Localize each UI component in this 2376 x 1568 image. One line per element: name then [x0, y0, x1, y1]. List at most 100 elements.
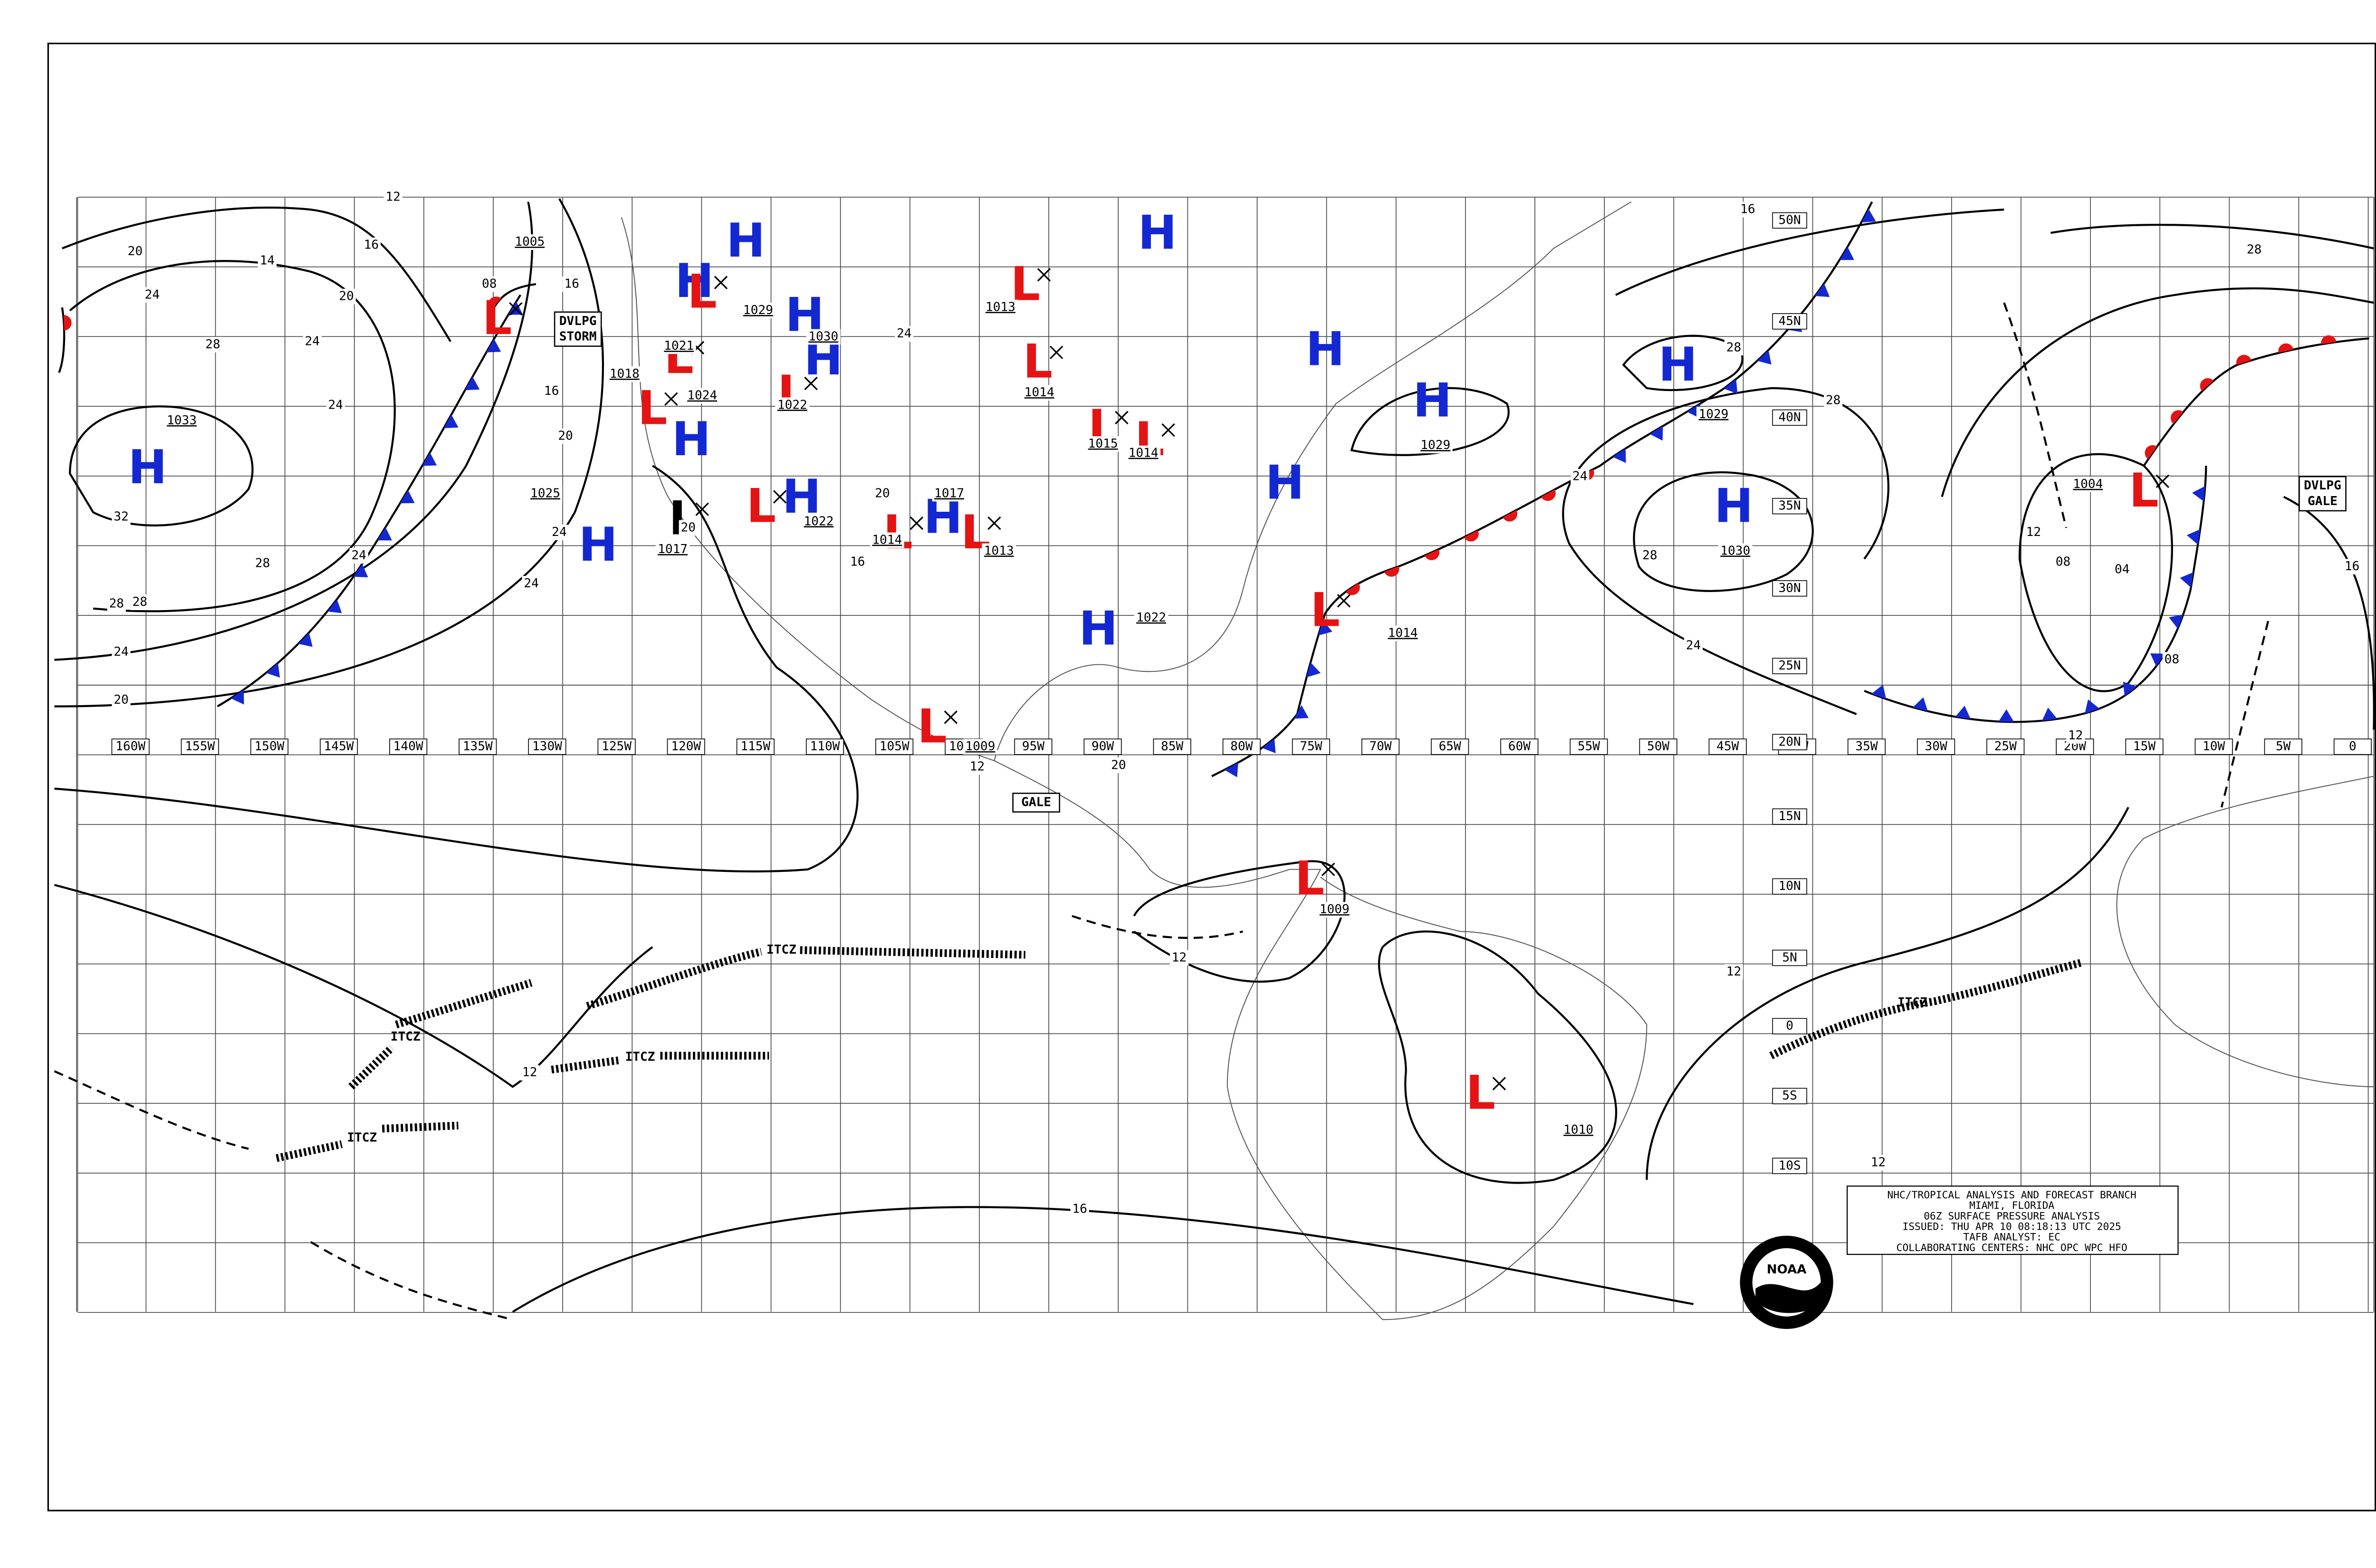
isobar-label: 16: [1740, 202, 1755, 217]
annotation: ITCZ: [391, 1030, 421, 1044]
label-bg: [1640, 548, 1659, 564]
warm-front-symbol: [2321, 335, 2337, 344]
low-center-mark: [2156, 474, 2170, 488]
label-box: [1772, 949, 1807, 966]
isobars: [54, 198, 2375, 1321]
label-box: [1772, 497, 1807, 515]
pressure-value: 1014: [872, 533, 902, 547]
low-center-mark: [1337, 594, 1351, 608]
low-center-mark: [1492, 1077, 1506, 1090]
label-bg: [873, 486, 892, 502]
pressure-center-symbol: H: [1714, 479, 1753, 534]
pressure-center-symbol: L: [747, 479, 776, 534]
latitude-label: 5N: [1782, 950, 1797, 965]
label-bg: [679, 520, 698, 536]
cold-front-symbol: [1612, 448, 1626, 463]
label-box: [1772, 658, 1807, 674]
annotation-box: [2299, 476, 2347, 512]
longitude-label: 140W: [393, 739, 423, 754]
trough: [310, 1241, 513, 1321]
isobar-label: 14: [260, 253, 275, 268]
cold-front-symbol: [1955, 706, 1971, 719]
cold-front-symbol: [1757, 350, 1772, 365]
isobar-label: 12: [1726, 965, 1741, 979]
cold-front-symbol: [1306, 662, 1321, 678]
pressure-center-symbol: L: [1310, 583, 1340, 637]
cold-front-symbol: [443, 414, 459, 429]
isobar-label: 32: [114, 510, 128, 524]
isobar-label: 24: [1572, 469, 1587, 484]
annotation: STORM: [559, 330, 597, 344]
isobar-label: 12: [522, 1065, 537, 1080]
cold-front-symbol: [1913, 697, 1928, 711]
longitude-label: 30W: [1925, 739, 1947, 754]
label-bg: [1724, 340, 1744, 356]
label-bg: [932, 486, 967, 502]
warm-front-symbol: [1464, 530, 1479, 542]
cold-front-symbol: [486, 339, 501, 353]
pressure-center-symbol: L: [687, 265, 717, 319]
label-box: [1708, 738, 1747, 755]
label-bg: [775, 397, 810, 413]
longitude-label: 80W: [1230, 739, 1253, 754]
pressure-center-symbol: L: [482, 291, 512, 345]
isobar: [2050, 224, 2374, 249]
cold-front-symbol: [377, 527, 392, 541]
longitude-label: 50W: [1647, 739, 1669, 754]
isobar-label: 28: [109, 596, 124, 611]
longitude-label: 145W: [324, 739, 354, 754]
label-box: [1222, 738, 1261, 755]
isobar-label: 08: [482, 277, 497, 291]
pressure-value: 1022: [777, 398, 807, 412]
longitude-label: 135W: [463, 739, 493, 754]
cold-front-symbol: [298, 632, 313, 647]
isobar-label: 16: [1072, 1202, 1087, 1216]
annotation: ITCZ: [1897, 995, 1927, 1010]
label-box: [250, 738, 288, 755]
isobar-label: 16: [364, 238, 379, 252]
longitude-label: 115W: [740, 739, 770, 754]
label-box: [805, 738, 844, 755]
label-bg: [1418, 438, 1453, 454]
cold-front-symbol: [2192, 486, 2205, 502]
low-center-mark: [944, 710, 958, 724]
cold-front-symbol: [1224, 763, 1238, 777]
label-bg: [2113, 562, 2132, 578]
cold-front-symbol: [353, 564, 368, 578]
cold-front-symbol: [1815, 283, 1830, 297]
cold-front: [1600, 201, 1873, 467]
label-box: [1431, 738, 1469, 755]
label-bg: [983, 299, 1018, 316]
label-bg: [1684, 638, 1703, 654]
latitude-label: 15N: [1779, 809, 1801, 823]
label-box: [2264, 738, 2302, 755]
cold-front-symbol: [2123, 681, 2137, 697]
label-box: [1014, 738, 1053, 755]
label-bg: [806, 329, 841, 345]
label-box: [389, 738, 428, 755]
label-bg: [848, 554, 867, 570]
longitude-label: 35W: [1855, 739, 1878, 754]
label-bg: [655, 542, 690, 557]
isobar-label: 12: [385, 190, 400, 204]
pressure-center-symbol: H: [579, 518, 618, 572]
warm-front-symbol: [2236, 354, 2251, 365]
label-bg: [337, 288, 356, 305]
pressure-value: 1015: [1088, 437, 1118, 451]
isobar-label: 28: [1642, 548, 1657, 563]
frame: [47, 42, 2376, 1511]
pressure-value: 1025: [530, 487, 560, 501]
low-center-mark: [1037, 268, 1051, 282]
label-bg: [253, 555, 272, 572]
isobar-label: 20: [681, 520, 696, 535]
pressure-center-symbol: H: [1413, 373, 1452, 428]
label-bg: [1868, 1155, 1888, 1171]
label-bg: [963, 739, 997, 755]
isobar-label: 16: [850, 555, 865, 569]
itcz-band: [551, 1052, 769, 1074]
pressure-value: 1010: [1563, 1123, 1593, 1137]
isobar-label: 08: [2165, 652, 2179, 667]
label-bg: [1134, 610, 1169, 626]
label-box: [1986, 738, 2025, 755]
cold-front-symbol: [2169, 614, 2184, 629]
